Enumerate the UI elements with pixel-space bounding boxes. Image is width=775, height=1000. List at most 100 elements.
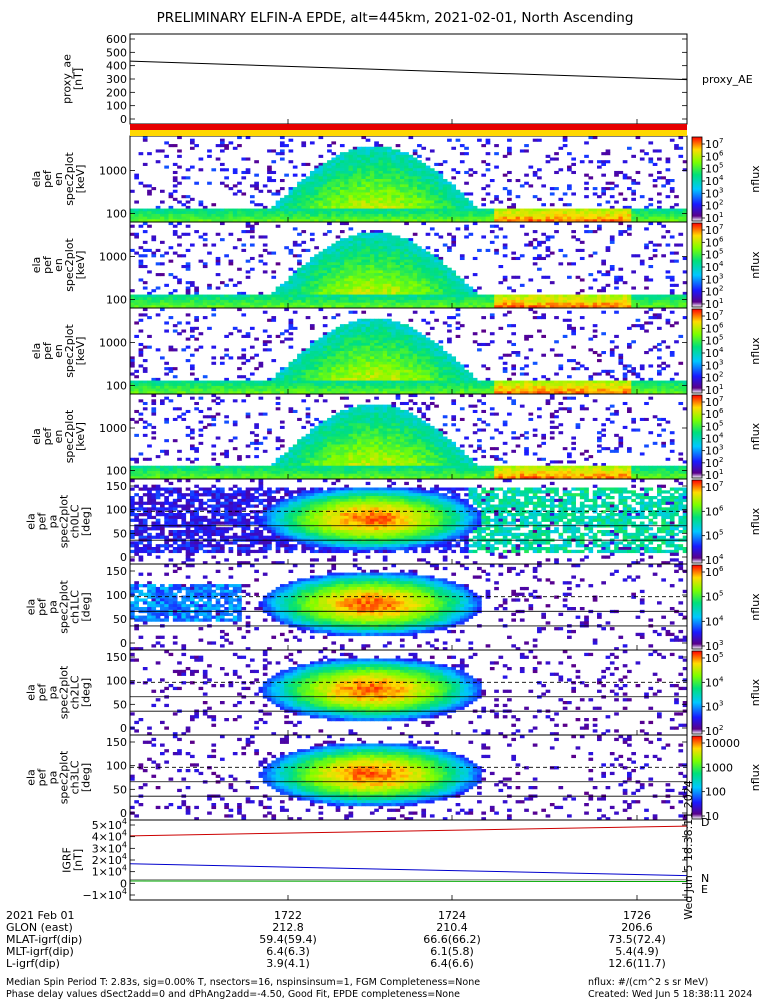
spectrogram-cell <box>584 302 589 306</box>
spectrogram-cell <box>224 176 229 180</box>
spectrogram-cell <box>395 297 401 301</box>
spectrogram-cell <box>279 144 285 148</box>
spectrogram-cell <box>177 332 182 336</box>
spectrogram-cell <box>669 278 675 282</box>
spectrogram-cell <box>447 294 452 298</box>
spectrogram-cell <box>421 267 427 271</box>
spectrogram-cell <box>609 235 615 239</box>
spectrogram-cell <box>194 208 199 212</box>
spectrogram-cell <box>421 181 427 185</box>
spectrogram-cell <box>665 179 671 183</box>
spectrogram-cell <box>378 385 384 390</box>
spectrogram-cell <box>322 219 328 223</box>
spectrogram-cell <box>412 216 418 220</box>
spectrogram-cell <box>318 211 324 215</box>
spectrogram-cell <box>399 291 405 295</box>
spectrogram-cell <box>429 380 435 384</box>
spectrogram-cell <box>584 195 589 199</box>
spectrogram-cell <box>284 337 289 341</box>
spectrogram-cell <box>635 136 641 140</box>
spectrogram-cell <box>549 235 555 239</box>
spectrogram-cell <box>417 256 422 261</box>
spectrogram-cell <box>498 297 504 301</box>
spectrogram-cell <box>682 216 688 220</box>
spectrogram-cell <box>134 375 139 379</box>
spectrogram-cell <box>365 138 371 142</box>
spectrogram-cell <box>344 305 349 309</box>
spectrogram-cell <box>417 375 422 379</box>
spectrogram-cell <box>301 141 307 145</box>
spectrogram-cell <box>511 342 517 347</box>
spectrogram-cell <box>412 170 418 175</box>
spectrogram-cell <box>365 340 371 344</box>
spectrogram-cell <box>498 385 504 390</box>
spectrogram-cell <box>657 243 662 247</box>
spectrogram-cell <box>292 216 298 220</box>
spectrogram-cell <box>515 305 521 309</box>
spectrogram-cell <box>352 302 358 306</box>
spectrogram-cell <box>515 302 521 306</box>
spectrogram-cell <box>481 235 487 239</box>
spectrogram-cell <box>399 351 405 355</box>
spectrogram-cell <box>318 372 324 376</box>
spectrogram-cell <box>194 291 199 295</box>
spectrogram-cell <box>639 262 645 266</box>
spectrogram-cell <box>339 262 345 266</box>
spectrogram-cell <box>532 302 538 306</box>
spectrogram-cell <box>447 305 452 309</box>
spectrogram-cell <box>365 329 371 333</box>
colorbar-tick-label: 105 <box>705 162 723 176</box>
spectrogram-cell <box>271 294 277 298</box>
spectrogram-cell <box>365 353 371 357</box>
spectrogram-cell <box>301 281 307 285</box>
spectrogram-cell <box>417 197 422 201</box>
spectrogram-cell <box>391 243 397 247</box>
spectrogram-cell <box>399 262 405 266</box>
spectrogram-cell <box>155 391 161 395</box>
spectrogram-cell <box>502 305 508 309</box>
spectrogram-cell <box>258 219 264 223</box>
spectrogram-cell <box>652 294 658 298</box>
spectrogram-cell <box>648 197 654 201</box>
spectrogram-cell <box>331 359 337 363</box>
spectrogram-cell <box>151 216 157 220</box>
spectrogram-cell <box>352 270 358 274</box>
spectrogram-cell <box>339 356 345 360</box>
spectrogram-cell <box>271 219 277 223</box>
spectrogram-cell <box>279 179 285 183</box>
spectrogram-cell <box>502 254 508 258</box>
spectrogram-cell <box>408 240 414 244</box>
spectrogram-cell <box>142 138 148 142</box>
spectrogram-cell <box>652 162 658 166</box>
spectrogram-cell <box>622 302 628 306</box>
spectrogram-cell <box>395 356 401 360</box>
spectrogram-cell <box>387 283 392 287</box>
spectrogram-cell <box>159 189 165 193</box>
spectrogram-cell <box>408 286 414 290</box>
spectrogram-cell <box>288 324 294 328</box>
spectrogram-cell <box>438 273 444 277</box>
spectrogram-cell <box>622 160 628 164</box>
spectrogram-cell <box>305 265 311 269</box>
spectrogram-cell <box>387 332 392 336</box>
spectrogram-cell <box>318 192 324 196</box>
spectrogram-cell <box>219 222 225 226</box>
spectrogram-cell <box>395 267 401 271</box>
spectrogram-cell <box>459 152 465 156</box>
spectrogram-cell <box>609 195 615 199</box>
spectrogram-cell <box>245 334 251 338</box>
spectrogram-cell <box>284 208 289 212</box>
spectrogram-cell <box>399 248 405 252</box>
spectrogram-cell <box>412 291 418 295</box>
spectrogram-cell <box>464 294 469 298</box>
spectrogram-cell <box>275 205 281 209</box>
spectrogram-cell <box>567 165 572 169</box>
spectrogram-cell <box>168 299 174 304</box>
spectrogram-cell <box>421 286 427 290</box>
spectrogram-cell <box>331 160 337 164</box>
spectrogram-cell <box>447 385 452 390</box>
spectrogram-cell <box>382 359 388 363</box>
spectrogram-cell <box>348 219 354 223</box>
spectrogram-cell <box>314 383 319 387</box>
spectrogram-cell <box>378 377 384 381</box>
